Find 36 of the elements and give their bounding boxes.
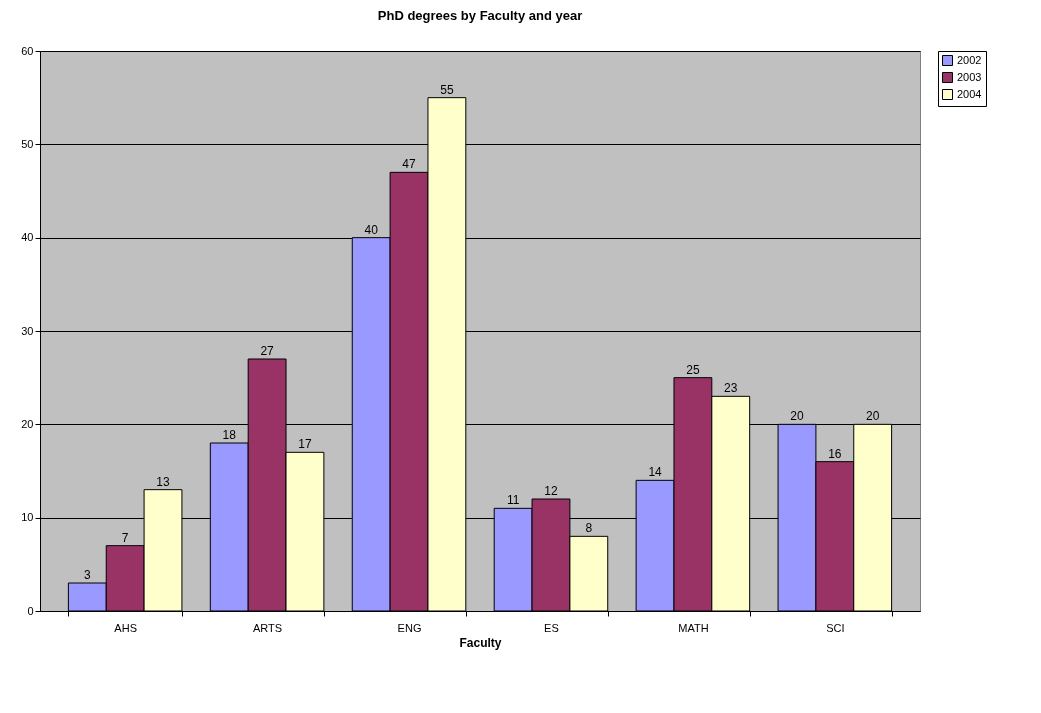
y-tick-label: 50 xyxy=(21,137,34,150)
data-label: 17 xyxy=(298,437,312,452)
y-tick-label: 10 xyxy=(21,511,34,524)
x-tick-label: ARTS xyxy=(253,621,283,634)
data-label: 11 xyxy=(506,493,520,508)
data-label: 14 xyxy=(648,465,663,480)
x-axis-title: Faculty xyxy=(459,635,502,650)
data-label: 7 xyxy=(121,530,129,545)
y-tick-label: 30 xyxy=(21,324,34,337)
data-label: 23 xyxy=(724,381,738,396)
x-tick-label: AHS xyxy=(114,621,137,634)
legend-label: 2002 xyxy=(957,53,982,66)
x-tick-label: MATH xyxy=(678,621,709,634)
data-label: 20 xyxy=(790,409,804,424)
chart-title: PhD degrees by Faculty and year xyxy=(377,8,583,23)
legend-label: 2004 xyxy=(957,87,982,100)
data-label: 8 xyxy=(585,521,593,536)
x-tick-label: ES xyxy=(544,621,559,634)
data-label: 20 xyxy=(866,409,880,424)
data-label: 12 xyxy=(544,484,558,498)
y-tick-label: 60 xyxy=(21,44,34,57)
legend-label: 2003 xyxy=(957,70,982,83)
y-tick-label: 40 xyxy=(21,231,34,244)
y-tick-label: 0 xyxy=(27,604,34,617)
y-tick-label: 20 xyxy=(21,417,34,430)
x-tick-label: ENG xyxy=(397,621,422,634)
data-label: 18 xyxy=(222,428,237,442)
data-label: 47 xyxy=(402,157,417,172)
data-label: 3 xyxy=(83,568,91,582)
data-label: 40 xyxy=(364,222,379,237)
data-label: 27 xyxy=(260,344,275,358)
data-label: 55 xyxy=(440,82,454,97)
data-label: 16 xyxy=(828,446,842,461)
data-label: 13 xyxy=(156,474,170,489)
x-tick-label: SCI xyxy=(826,621,845,634)
data-label: 25 xyxy=(686,362,700,377)
